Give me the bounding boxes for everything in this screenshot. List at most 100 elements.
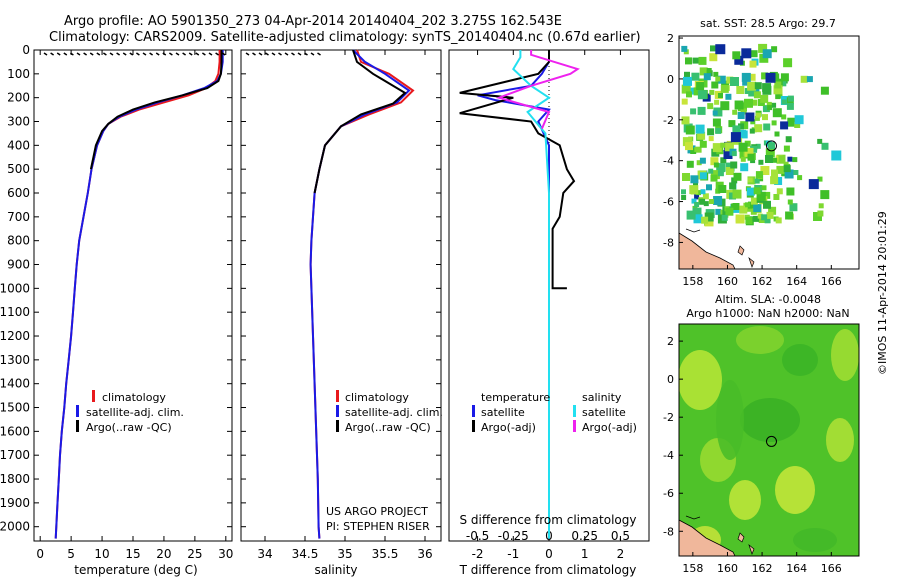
sla-map-panel: Altim. SLA: -0.0048 Argo h1000: NaN h200… (663, 293, 860, 575)
legend-label-argo: Argo(..raw -QC) (86, 421, 172, 434)
sst-cell (740, 163, 749, 172)
sst-map-title: sat. SST: 28.5 Argo: 29.7 (700, 17, 836, 30)
y-tick-label: 300 (7, 115, 30, 129)
sst-cell (793, 170, 799, 175)
series-line-temperature-argo-adj- (459, 50, 576, 290)
map-y-tick-label: 0 (667, 373, 674, 386)
sample-mark (102, 52, 107, 56)
sst-cell (771, 46, 778, 53)
legend-label-argo: Argo(..raw -QC) (345, 421, 431, 434)
sst-cell (748, 90, 755, 97)
sst-cell (820, 86, 829, 95)
sample-mark (188, 52, 193, 56)
sst-cell (712, 143, 722, 153)
sample-mark (175, 52, 180, 56)
sst-cell (682, 137, 692, 147)
sst-cell (771, 169, 778, 177)
sst-cell (720, 157, 727, 164)
sst-cell (820, 190, 830, 200)
sla-blob (729, 480, 761, 520)
sst-cell (775, 94, 781, 100)
legend-swatch-climatology (92, 390, 95, 402)
sample-mark (149, 52, 154, 56)
sst-cell (715, 208, 722, 215)
legend-label-climatology: climatology (102, 391, 166, 404)
sst-cell (696, 160, 702, 166)
sst-map-frame (678, 35, 860, 270)
sst-cell (715, 127, 722, 134)
sla-map-title: Altim. SLA: -0.0048 (715, 293, 821, 306)
sst-cell (763, 200, 771, 209)
sst-cell (818, 203, 824, 209)
legend-label-satellite: satellite-adj. clim. (345, 406, 443, 419)
sst-cell (756, 112, 761, 118)
sst-cell (821, 142, 829, 150)
y-tick-label: 500 (7, 162, 30, 176)
sst-cell (786, 187, 795, 196)
sst-cell (711, 148, 720, 157)
sst-cell (761, 72, 769, 80)
sla-map-land (679, 515, 755, 556)
sst-cell (714, 99, 720, 105)
sample-mark (168, 52, 173, 56)
sst-cell (682, 173, 690, 181)
sample-mark (317, 52, 321, 56)
sla-blob (831, 329, 859, 381)
sst-cell (831, 150, 842, 161)
sample-mark (215, 52, 220, 56)
sst-cell (703, 73, 711, 81)
sst-cell (729, 182, 737, 190)
sst-cell (725, 167, 734, 175)
legend-swatch-argo (336, 420, 339, 432)
map-y-tick-label: 2 (667, 32, 674, 45)
sst-cell (787, 199, 793, 205)
sst-cell (685, 142, 693, 151)
map-x-tick-label: 160 (717, 275, 738, 288)
sst-cell (703, 201, 709, 207)
sst-cell (732, 125, 741, 134)
sst-cell (699, 157, 706, 164)
map-x-tick-label: 158 (682, 275, 703, 288)
sst-cell (763, 191, 771, 199)
sst-cell (787, 95, 794, 102)
sst-cell (765, 72, 776, 83)
legend-label-climatology: climatology (345, 391, 409, 404)
sst-cell (733, 172, 742, 181)
series-line-salinity-satellite (512, 50, 551, 539)
legend-swatch-argo (76, 420, 79, 432)
sst-cell (754, 115, 760, 121)
sst-cell (759, 53, 769, 63)
sst-cell (747, 177, 753, 183)
sst-cell (797, 175, 803, 181)
sst-cell (713, 107, 723, 117)
sst-cell (732, 203, 740, 210)
sst-cell (684, 71, 690, 78)
sst-cell (768, 206, 777, 215)
map-x-tick-label: 158 (682, 562, 703, 575)
sla-blob (716, 380, 744, 460)
sst-cell (689, 87, 697, 95)
sst-cell (747, 153, 755, 161)
sample-mark (284, 52, 289, 56)
temperature-panel: 0 5 10 15 20 25 30 0 100 200 300 400 500 600 700 800 90… (0, 43, 233, 577)
sst-cell (789, 203, 798, 212)
y-tick-label: 1300 (0, 353, 30, 367)
x2-tick-label: 0.25 (571, 529, 598, 543)
map-x-tick-label: 162 (752, 275, 773, 288)
sst-cell (780, 73, 789, 82)
y-tick-label: 100 (7, 67, 30, 81)
sample-mark (122, 52, 127, 56)
sst-cell (776, 188, 783, 195)
x2-tick-label: 0.5 (611, 529, 630, 543)
sst-cell (699, 198, 706, 205)
sst-cell (692, 57, 699, 64)
sample-mark (182, 52, 187, 56)
y-tick-label: 600 (7, 186, 30, 200)
sst-cell (785, 136, 792, 143)
sst-cell (765, 148, 775, 158)
sample-mark (135, 52, 140, 56)
y-tick-label: 400 (7, 138, 30, 152)
sample-mark (195, 52, 200, 56)
sample-mark (208, 52, 213, 56)
legend-swatch-temp-satellite (472, 405, 475, 417)
